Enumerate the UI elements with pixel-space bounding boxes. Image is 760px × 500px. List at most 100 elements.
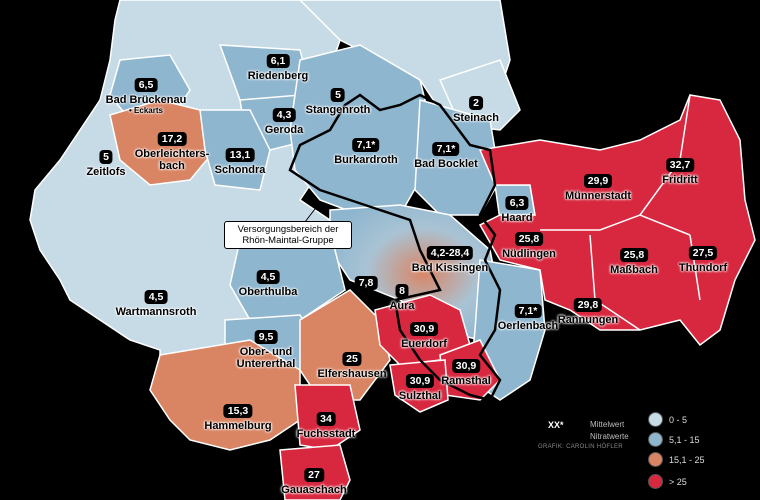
place-name: Hammelburg	[204, 420, 272, 432]
place-label: 30,9 Sulzthal	[399, 374, 441, 402]
legend-swatch	[648, 412, 663, 427]
place-name: Fuchsstadt	[296, 428, 356, 440]
place-name: Bad Kissingen	[411, 262, 489, 274]
place-name: Gauaschach	[281, 484, 347, 496]
nitrate-value: 4,2-28,4	[426, 246, 474, 260]
place-label: 8 Aura	[389, 284, 415, 312]
region-muennerstadt	[478, 94, 756, 347]
place-label: 7,1* Oerlenbach	[498, 304, 558, 332]
place-name-line2: bach	[159, 160, 185, 172]
place-name: Nüdlingen	[502, 248, 556, 260]
legend-subtitle: Landkreis Bad Kissingen	[540, 388, 717, 405]
nitrate-value: 34	[316, 412, 336, 426]
nitrate-value: 29,9	[583, 174, 613, 188]
credit: GRAFIK: CAROLIN HÖFLER	[538, 444, 623, 450]
region-elfershausen	[299, 289, 391, 401]
legend-swatch	[648, 474, 663, 489]
nitrate-value: 2	[469, 96, 483, 110]
nitrate-value: 30,9	[409, 322, 439, 336]
nitrate-value: 8	[395, 284, 409, 298]
rhoen-maintal-outline	[288, 93, 502, 402]
legend-mean-key: Mittelwert	[590, 420, 625, 429]
nitrate-value: 13,1	[225, 148, 255, 162]
nitrate-value: 15,3	[223, 404, 253, 418]
place-label: 5 Stangenroth	[305, 88, 371, 116]
callout-pointer	[304, 204, 319, 223]
place-name: Schondra	[214, 164, 266, 176]
place-label: 25,8 Nüdlingen	[502, 232, 556, 260]
place-label: 34 Fuchsstadt	[296, 412, 356, 440]
place-label: 27,5 Thundorf	[679, 246, 727, 274]
place-name: Rannungen	[557, 314, 619, 326]
place-label: 5 Zeitlofs	[86, 150, 126, 178]
legend-key-marker: XX*	[548, 420, 564, 430]
nitrate-value: 7,1*	[352, 138, 380, 152]
border-east-inner4	[689, 234, 701, 301]
place-name: Burkardroth	[334, 154, 398, 166]
place-name: Münnerstadt	[565, 190, 631, 202]
place-label: 4,5 Oberthulba	[239, 270, 297, 298]
place-label: 7,8	[354, 276, 378, 292]
legend-class-2: 15,1 - 25	[648, 452, 705, 467]
place-label: 4,3 Geroda	[265, 108, 303, 136]
callout-dot	[316, 203, 320, 207]
nitrate-value: 32,7	[665, 158, 695, 172]
place-label: 25 Elfershausen	[317, 352, 387, 380]
place-label: 15,3 Hammelburg	[204, 404, 272, 432]
legend-swatch	[648, 452, 663, 467]
nitrate-value: 27,5	[688, 246, 718, 260]
place-label: 7,1* Burkardroth	[334, 138, 398, 166]
place-name: Thundorf	[678, 262, 728, 274]
nitrate-value: 30,9	[451, 359, 481, 373]
place-label: 6,3 Haard	[501, 196, 533, 224]
place-name: Zeitlofs	[86, 166, 126, 178]
region-hammelburg	[149, 339, 301, 451]
border-east-inner1	[540, 214, 691, 236]
nitrate-value: 17,2	[157, 132, 187, 146]
service-area-callout: Versorgungsbereich der Rhön-Maintal-Grup…	[224, 221, 352, 249]
place-name: Sulzthal	[398, 390, 442, 402]
place-name-line2: Untererthal	[236, 358, 296, 370]
place-name: Aura	[389, 300, 415, 312]
place-label: 30,9 Euerdorf	[401, 322, 447, 350]
place-label: 29,9 Münnerstadt	[565, 174, 631, 202]
place-label: 29,8 Rannungen	[557, 298, 619, 326]
place-label: 9,5 Ober- und Untererthal	[236, 330, 296, 370]
nitrate-value: 6,3	[505, 196, 529, 210]
place-label: 6,5 Bad Brückenau • Eckarts	[105, 78, 187, 115]
place-label: 4,5 Wartmannsroth	[115, 290, 197, 318]
place-name: Wartmannsroth	[115, 306, 197, 318]
place-name: Fridritt	[662, 174, 698, 186]
place-name: Stangenroth	[305, 104, 371, 116]
place-name: Ramsthal	[441, 375, 491, 387]
nitrate-value: 7,1*	[432, 142, 460, 156]
place-name: Euerdorf	[401, 338, 447, 350]
nitrate-value: 25,8	[619, 248, 649, 262]
place-label: 25,8 Maßbach	[610, 248, 658, 276]
nitrate-value: 25	[342, 352, 362, 366]
place-label: 13,1 Schondra	[214, 148, 266, 176]
nitrate-value: 4,5	[144, 290, 168, 304]
place-label: 4,2-28,4 Bad Kissingen	[412, 246, 488, 274]
nitrate-value: 6,1	[266, 54, 290, 68]
nitrate-value: 29,8	[573, 298, 603, 312]
place-label: 30,9 Ramsthal	[441, 359, 491, 387]
nitrate-value: 9,5	[254, 330, 278, 344]
place-name: Steinach	[453, 112, 499, 124]
nitrate-value: 7,8	[354, 276, 378, 290]
place-name: Maßbach	[610, 264, 658, 276]
nitrate-value: 30,9	[405, 374, 435, 388]
legend-title: Nitratwerte	[540, 366, 618, 383]
nitrate-value: 5	[331, 88, 345, 102]
place-name: Bad Brückenau	[105, 94, 187, 106]
place-name: Riedenberg	[247, 70, 309, 82]
place-label: 2 Steinach	[453, 96, 499, 124]
legend-class-1: 5,1 - 15	[648, 432, 700, 447]
place-name-line1: Ober- und	[239, 346, 293, 358]
place-sub: • Eckarts	[129, 106, 163, 115]
place-label: 32,7 Fridritt	[662, 158, 698, 186]
place-name: Haard	[501, 212, 533, 224]
nitrate-value: 4,3	[272, 108, 296, 122]
nitrate-value: 7,1*	[514, 304, 542, 318]
legend-class-3: > 25	[648, 474, 687, 489]
